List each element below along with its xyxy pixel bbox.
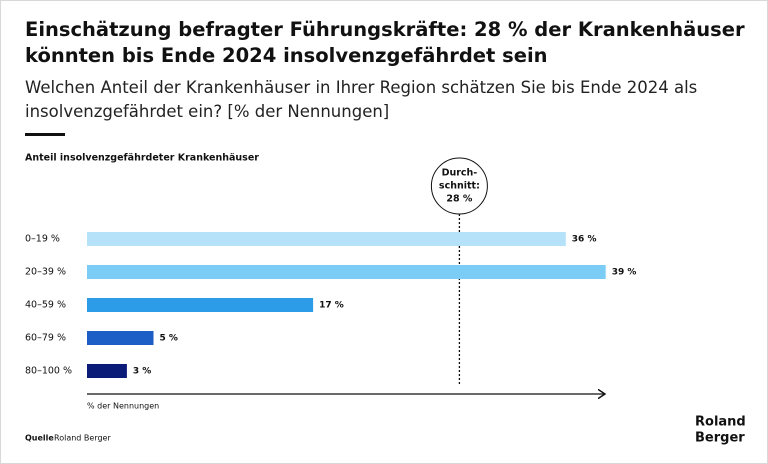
source-label: Quelle: [25, 434, 54, 443]
title-rule: [25, 133, 65, 136]
bar: [87, 265, 606, 279]
source: Roland Berger: [54, 434, 111, 443]
y-tick-label: 40–59 %: [25, 300, 66, 311]
value-label: 17 %: [319, 301, 344, 311]
value-label: 3 %: [133, 367, 151, 377]
logo: Roland: [695, 415, 746, 430]
bar: [87, 364, 127, 378]
bar: [87, 331, 154, 345]
average-label: 28 %: [446, 194, 473, 205]
value-label: 39 %: [612, 268, 637, 278]
chart-title: Einschätzung befragter Führungskräfte: 2…: [25, 18, 745, 67]
average-label: schnitt:: [439, 181, 480, 192]
bar: [87, 232, 566, 246]
value-label: 5 %: [160, 334, 178, 344]
x-axis-label: % der Nennungen: [87, 402, 159, 411]
axis-subtitle: Anteil insolvenzgefährdeter Krankenhäuse…: [25, 153, 259, 164]
y-tick-label: 60–79 %: [25, 333, 66, 344]
y-tick-label: 80–100 %: [25, 366, 72, 377]
average-circle: [430, 157, 488, 215]
bar: [87, 298, 314, 312]
average-label: Durch-: [442, 168, 478, 179]
logo: Berger: [695, 431, 745, 446]
chart-subtitle: Welchen Anteil der Krankenhäuser in Ihre…: [25, 78, 698, 121]
value-label: 36 %: [572, 235, 597, 245]
y-tick-label: 20–39 %: [25, 267, 66, 278]
y-tick-label: 0–19 %: [25, 234, 60, 245]
